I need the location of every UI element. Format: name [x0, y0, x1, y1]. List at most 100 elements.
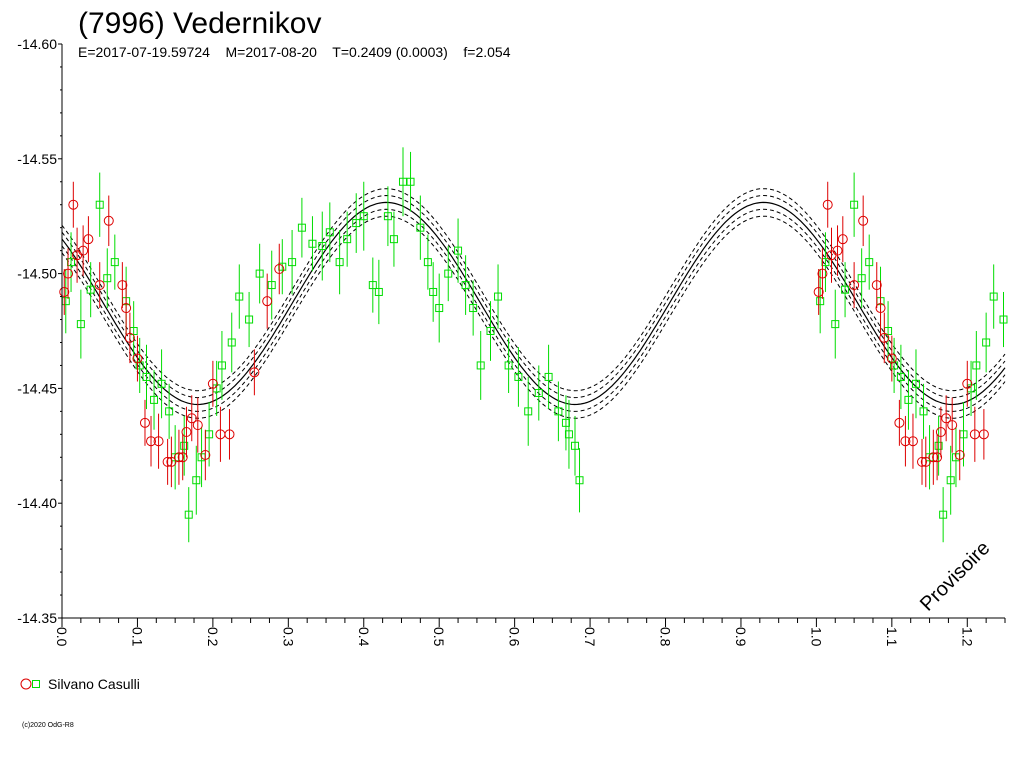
legend-circle-marker [20, 678, 32, 690]
data-point-square [494, 292, 503, 301]
data-point-circle [871, 280, 882, 291]
data-point-square [150, 395, 159, 404]
data-point-circle [935, 427, 946, 438]
data-point-square [86, 285, 95, 294]
observations-green-squares [61, 147, 1008, 543]
data-point-square [165, 407, 174, 416]
data-point-square [816, 297, 825, 306]
data-point-circle [63, 268, 74, 279]
data-point-square [335, 258, 344, 267]
data-point-square [227, 338, 236, 347]
data-point-square [235, 292, 244, 301]
data-point-circle [181, 427, 192, 438]
data-point-circle [875, 303, 886, 314]
data-point-square [896, 372, 905, 381]
data-point-circle [941, 413, 952, 424]
data-point-square [946, 476, 955, 485]
data-point-circle [103, 215, 114, 226]
y-tick-label: -14.40 [17, 495, 57, 511]
data-point-square [389, 235, 398, 244]
data-point-square [544, 372, 553, 381]
data-point-square [76, 320, 85, 329]
data-point-square [95, 200, 104, 209]
data-point-square [343, 235, 352, 244]
data-point-circle [813, 286, 824, 297]
data-point-circle [192, 420, 203, 431]
data-point-circle [262, 296, 273, 307]
data-point-circle [224, 429, 235, 440]
x-tick-label: 0.9 [733, 627, 749, 647]
data-point-circle [78, 245, 89, 256]
data-point-square [288, 258, 297, 267]
data-point-circle [162, 456, 173, 467]
data-point-square [444, 269, 453, 278]
data-point-square [435, 304, 444, 313]
data-point-square [184, 510, 193, 519]
data-point-circle [173, 452, 184, 463]
x-tick-label: 0.5 [431, 627, 447, 647]
data-point-circle [954, 449, 965, 460]
data-point-circle [837, 234, 848, 245]
data-point-circle [94, 280, 105, 291]
data-point-circle [153, 436, 164, 447]
x-axis-ticks: 0.0 0.1 0.2 0.3 0.4 0.5 0.6 0.7 0.8 0.9 1.0 1.1 1.2 [54, 618, 1006, 647]
y-tick-label: -14.60 [17, 36, 57, 52]
data-point-circle [146, 436, 157, 447]
data-point-circle [822, 199, 833, 210]
data-point-square [919, 407, 928, 416]
x-tick-label: 0.2 [205, 627, 221, 647]
data-point-square [157, 379, 166, 388]
data-point-circle [858, 215, 869, 226]
data-point-square [857, 274, 866, 283]
data-point-square [461, 281, 470, 290]
data-point-circle [139, 417, 150, 428]
data-point-circle [917, 456, 928, 467]
chart-subtitle: E=2017-07-19.59724 M=2017-08-20 T=0.2409… [78, 44, 511, 60]
data-point-square [476, 361, 485, 370]
data-point-square [850, 200, 859, 209]
y-tick-label: -14.35 [17, 610, 57, 626]
data-point-square [423, 258, 432, 267]
fit-curve-band [61, 188, 1006, 392]
observations-red-circles [59, 181, 989, 488]
data-point-circle [928, 452, 939, 463]
data-point-square [359, 212, 368, 221]
data-point-square [308, 239, 317, 248]
data-point-circle [177, 452, 188, 463]
data-point-circle [849, 280, 860, 291]
data-point-square [486, 327, 495, 335]
data-point-circle [59, 286, 70, 297]
data-point-circle [832, 245, 843, 256]
fit-curve-band [61, 215, 1006, 419]
data-point-square [504, 361, 513, 370]
data-point-circle [186, 413, 197, 424]
data-point-circle [124, 332, 135, 343]
data-point-square [939, 510, 948, 519]
data-point-square [890, 361, 899, 370]
legend-label: Silvano Casulli [48, 676, 140, 692]
data-point-circle [249, 367, 260, 378]
data-point-square [103, 274, 112, 283]
y-tick-label: -14.45 [17, 380, 57, 396]
data-point-square [416, 223, 425, 232]
y-axis-ticks: -14.60 -14.55 -14.50 -14.45 -14.40 -14.35 [17, 36, 62, 626]
data-point-square [245, 315, 254, 324]
watermark-text: Provisoire [916, 537, 994, 615]
data-point-circle [200, 449, 211, 460]
data-point-square [934, 441, 943, 450]
data-point-circle [900, 436, 911, 447]
data-point-circle [68, 199, 79, 210]
x-tick-label: 0.3 [280, 627, 296, 647]
data-point-square [554, 407, 563, 416]
data-point-square [325, 228, 334, 237]
y-tick-label: -14.55 [17, 151, 57, 167]
data-point-circle [117, 280, 128, 291]
data-point-square [911, 379, 920, 388]
data-point-square [255, 269, 264, 278]
x-tick-label: 0.1 [129, 627, 145, 647]
data-point-square [524, 407, 533, 416]
legend-square-marker [32, 680, 40, 688]
data-point-square [352, 219, 361, 228]
x-tick-label: 0.4 [356, 627, 372, 647]
